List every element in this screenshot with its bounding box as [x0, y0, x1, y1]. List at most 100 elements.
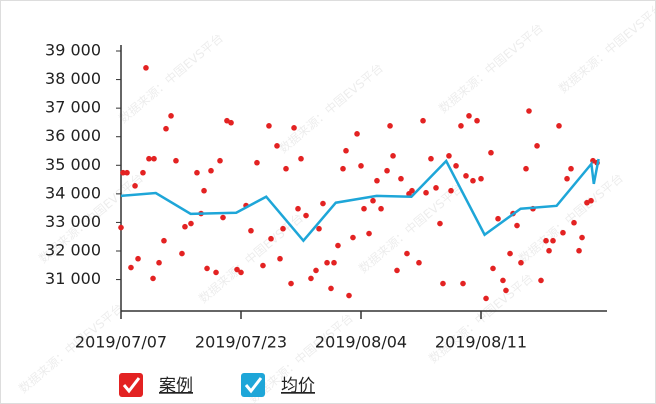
watermark: 数据来源：中国EVS平台	[556, 1, 655, 96]
point	[390, 153, 396, 159]
y-tick-label: 33 000	[45, 212, 101, 231]
point	[140, 169, 146, 176]
y-tick-label: 37 000	[45, 98, 101, 117]
point	[394, 267, 400, 274]
x-tick-label: 2019/08/04	[315, 333, 407, 352]
point	[514, 222, 520, 229]
watermark: 数据来源：中国EVS平台	[436, 20, 546, 116]
point	[313, 267, 319, 274]
point	[433, 185, 439, 191]
point	[346, 292, 352, 299]
point	[500, 277, 506, 284]
point	[132, 183, 138, 189]
point	[564, 175, 570, 182]
point	[163, 125, 169, 132]
point	[404, 250, 410, 257]
legend-item[interactable]: 案例	[119, 373, 193, 397]
line	[120, 158, 600, 243]
point	[463, 173, 469, 179]
point	[194, 169, 200, 176]
legend-item[interactable]: 均价	[241, 373, 315, 397]
point	[588, 197, 594, 204]
point	[118, 224, 124, 231]
point	[135, 255, 141, 262]
point	[308, 275, 314, 282]
point	[453, 163, 459, 169]
point	[208, 167, 214, 174]
point	[446, 153, 452, 159]
point	[483, 295, 489, 302]
point	[466, 113, 472, 119]
point	[556, 123, 562, 129]
point	[423, 189, 429, 196]
point	[398, 175, 404, 182]
point	[280, 225, 286, 232]
point	[288, 280, 294, 287]
point	[576, 247, 582, 254]
point	[146, 155, 152, 162]
point	[188, 220, 194, 227]
point	[324, 259, 330, 266]
point	[579, 234, 585, 241]
point	[168, 113, 174, 119]
point	[277, 255, 283, 262]
point	[150, 275, 156, 282]
point	[316, 225, 322, 232]
point	[217, 157, 223, 164]
point	[234, 266, 240, 273]
point	[143, 65, 149, 71]
checkmark	[122, 377, 141, 394]
point	[474, 117, 480, 124]
point	[409, 187, 415, 194]
point	[354, 131, 360, 137]
point	[179, 250, 185, 257]
point	[420, 117, 426, 124]
x-tick-label: 2019/07/07	[75, 333, 167, 352]
point	[458, 123, 464, 129]
point	[328, 285, 334, 292]
legend-checkbox[interactable]	[241, 373, 265, 397]
point	[370, 197, 376, 204]
legend-checkbox[interactable]	[119, 373, 143, 397]
point	[568, 165, 574, 172]
point	[428, 155, 434, 162]
y-tick-label: 32 000	[45, 241, 101, 260]
point	[361, 205, 367, 212]
point	[220, 214, 226, 221]
point	[340, 165, 346, 172]
point	[460, 280, 466, 287]
point	[335, 242, 341, 249]
point	[490, 265, 496, 272]
y-tick-label: 38 000	[45, 69, 101, 88]
point	[550, 237, 556, 244]
y-tick-label: 36 000	[45, 126, 101, 145]
point	[266, 123, 272, 129]
point	[440, 280, 446, 287]
point	[204, 265, 210, 272]
point	[124, 169, 130, 176]
point	[283, 165, 289, 172]
point	[320, 200, 326, 207]
point	[538, 277, 544, 284]
legend-label[interactable]: 均价	[281, 376, 315, 396]
point	[374, 177, 380, 184]
y-tick-label: 39 000	[45, 41, 101, 60]
point	[488, 149, 494, 156]
point	[543, 237, 549, 244]
point	[331, 259, 337, 266]
point	[358, 163, 364, 169]
point	[416, 259, 422, 266]
point	[213, 269, 219, 276]
y-tick-label: 35 000	[45, 155, 101, 174]
x-tick-label: 2019/07/23	[195, 333, 287, 352]
point	[534, 143, 540, 149]
checkmark	[244, 377, 263, 394]
point	[503, 287, 509, 294]
point	[387, 123, 393, 129]
point	[437, 220, 443, 227]
point	[228, 119, 234, 126]
point	[295, 205, 301, 212]
legend-label[interactable]: 案例	[159, 376, 193, 396]
